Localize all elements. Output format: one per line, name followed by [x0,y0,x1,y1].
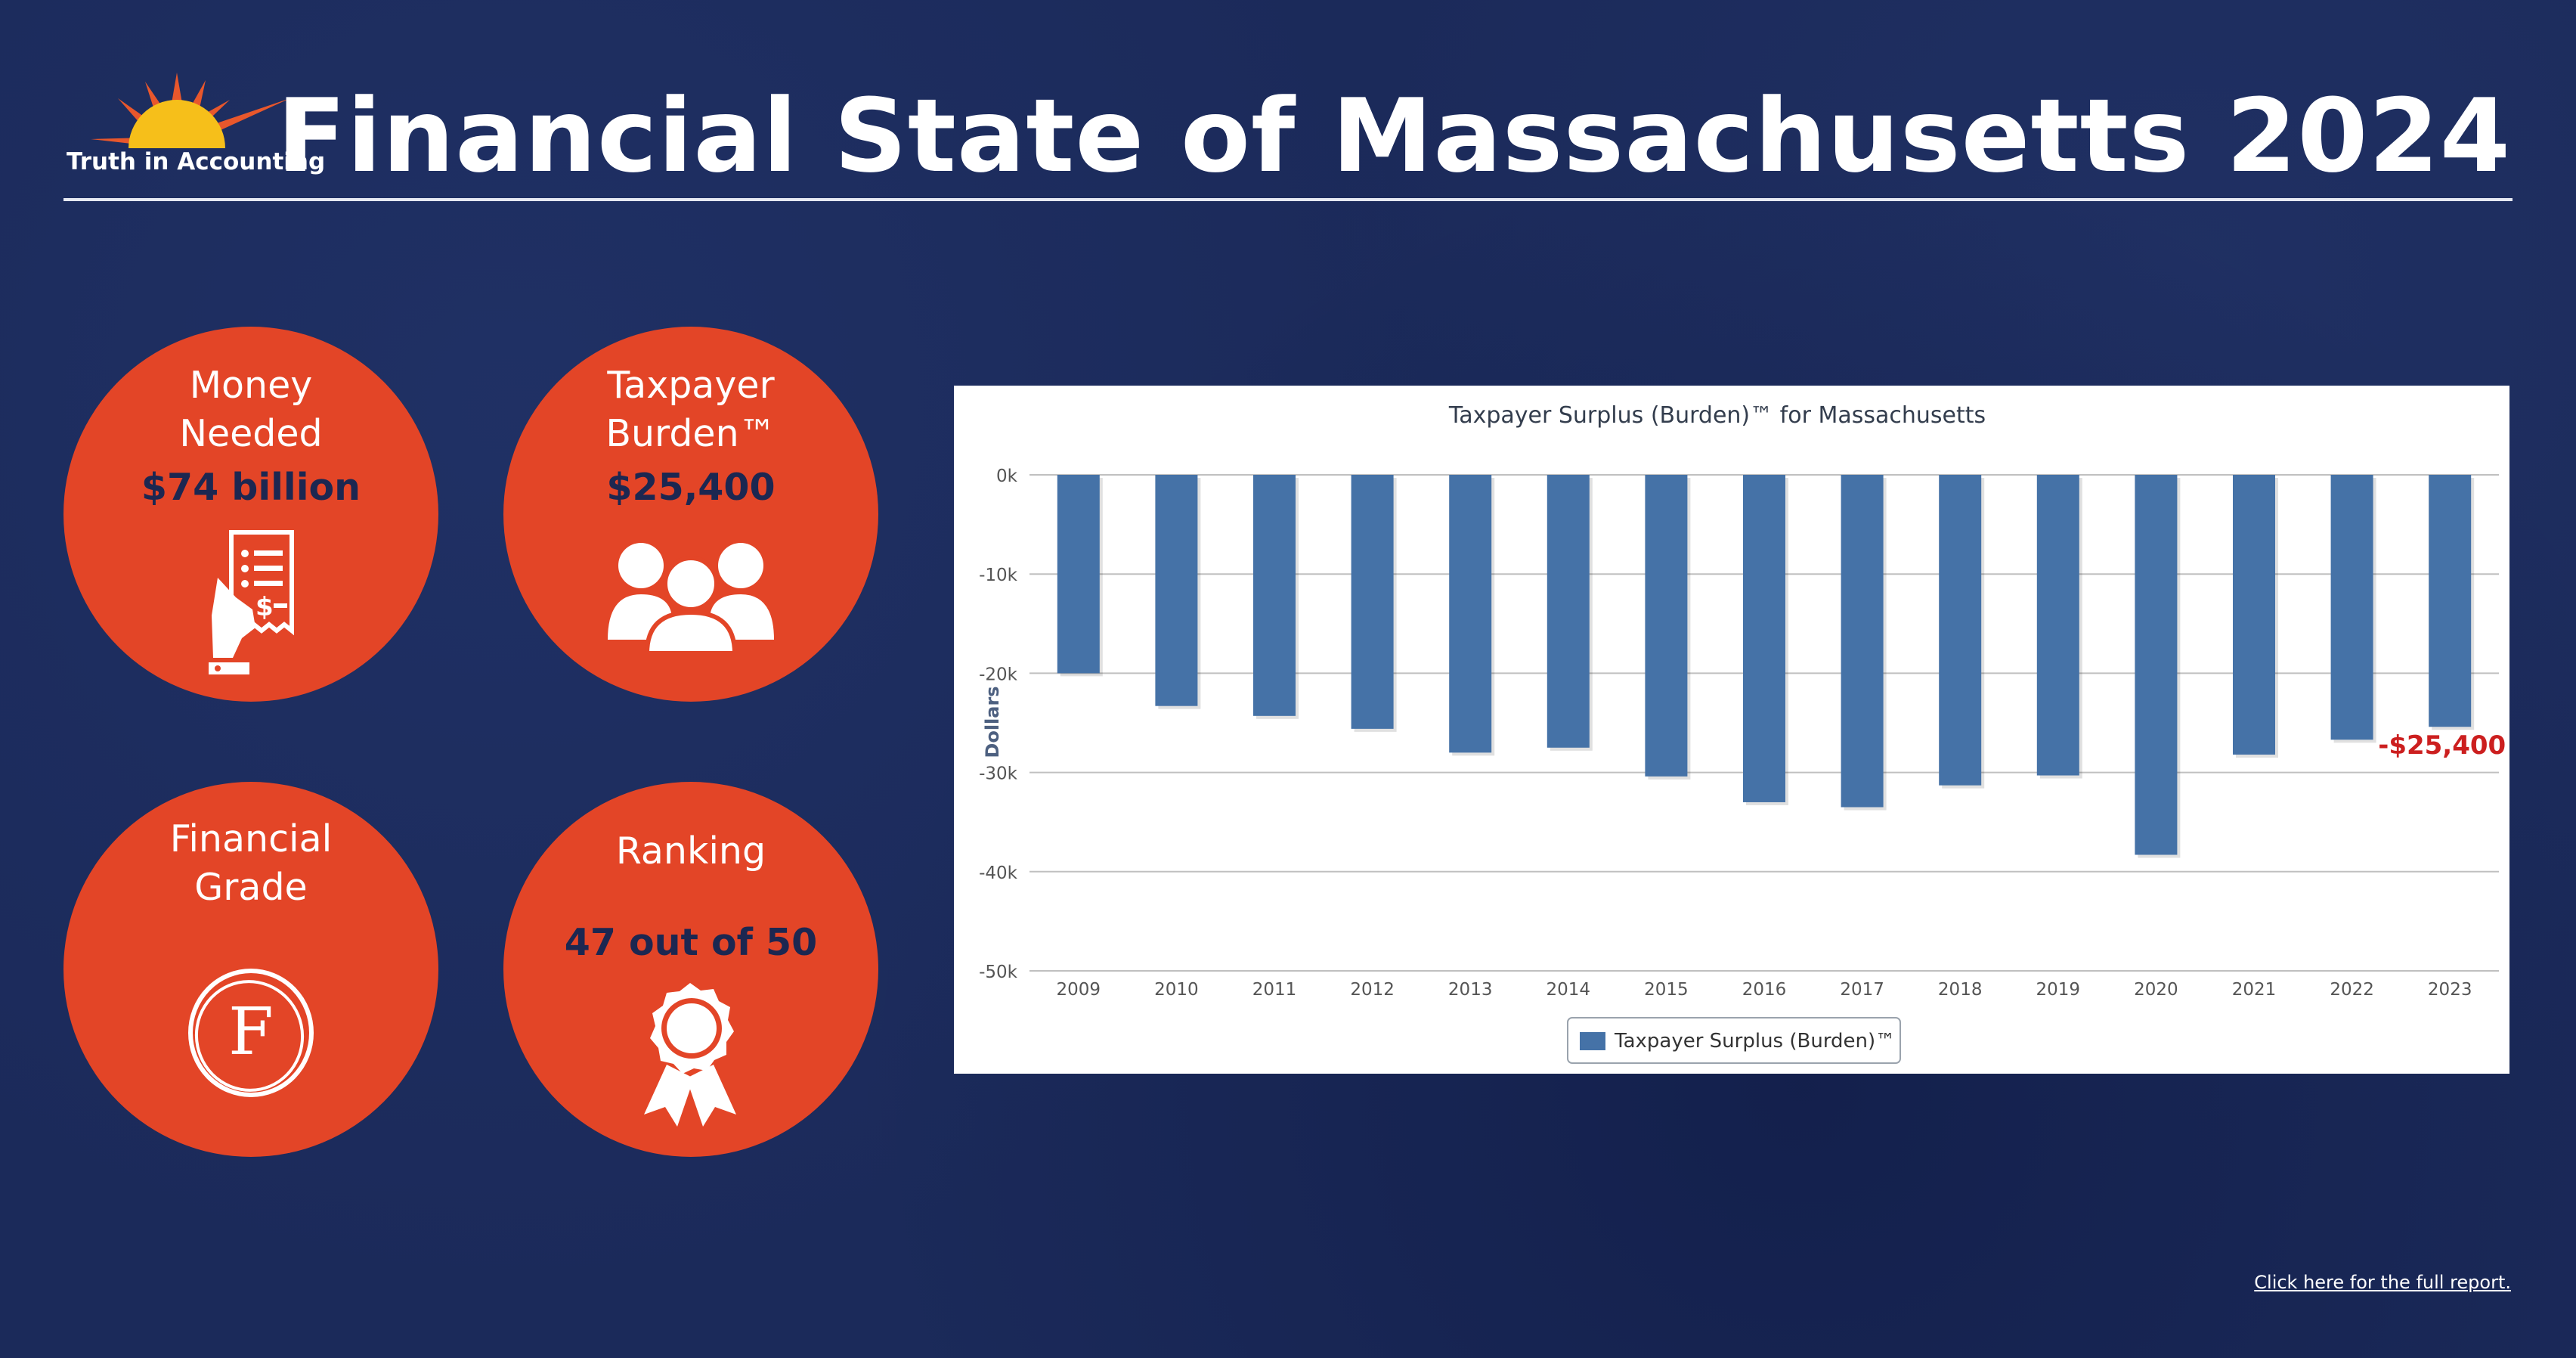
x-tick-label: 2009 [1057,980,1101,1000]
bar-2014[interactable] [1547,475,1590,748]
legend-label: Taxpayer Surplus (Burden)™ [1614,1030,1895,1053]
money-needed-label-1: Money [189,364,313,407]
logo-text: Truth in Accounting [67,148,326,175]
sun-logo-icon [91,73,290,148]
taxpayer-burden-label-1: Taxpayer [607,364,775,407]
x-tick-label: 2023 [2428,980,2472,1000]
ranking-value: 47 out of 50 [564,921,818,964]
x-tick-label: 2011 [1252,980,1297,1000]
x-tick-label: 2018 [1938,980,1983,1000]
bar-2019[interactable] [2036,475,2079,776]
receipt-hand-icon: $ [209,530,294,674]
financial-grade-circle: Financial Grade F [63,782,438,1157]
bar-2018[interactable] [1939,475,1982,786]
x-tick-label: 2021 [2232,980,2277,1000]
financial-grade-label-1: Financial [169,817,333,860]
award-ribbon-icon [644,983,736,1127]
bar-2021[interactable] [2233,475,2275,755]
grade-letter: F [228,994,274,1070]
y-tick-label: -50k [979,963,1018,982]
y-tick-label: -30k [979,764,1018,784]
bar-2009[interactable] [1057,475,1100,674]
taxpayer-burden-value: $25,400 [606,466,776,509]
page-title: Financial State of Massachusetts 2024 [277,77,2511,195]
taxpayer-burden-label-2: Burden™ [605,412,776,455]
bar-2013[interactable] [1449,475,1492,753]
bar-2023[interactable] [2429,475,2472,727]
x-tick-label: 2020 [2134,980,2178,1000]
x-tick-label: 2022 [2330,980,2374,1000]
chart-title: Taxpayer Surplus (Burden)™ for Massachus… [1448,402,1986,429]
bar-2022[interactable] [2330,475,2373,740]
y-tick-label: -20k [979,665,1018,684]
chart-panel: Taxpayer Surplus (Burden)™ for Massachus… [954,386,2509,1074]
bar-chart: Taxpayer Surplus (Burden)™ for Massachus… [979,402,2506,1064]
money-needed-value: $74 billion [141,466,361,509]
money-needed-circle: Money Needed $74 billion $ [63,327,438,702]
x-tick-label: 2013 [1448,980,1493,1000]
bar-2020[interactable] [2135,475,2178,855]
x-tick-label: 2015 [1644,980,1689,1000]
legend-box [1567,1017,1901,1064]
bar-2016[interactable] [1743,475,1785,802]
x-tick-label: 2014 [1547,980,1591,1000]
value-annotation: -$25,400 [2378,730,2506,761]
svg-text:$: $ [255,592,274,622]
logo: Truth in Accounting [63,64,325,177]
money-needed-label-2: Needed [179,412,323,455]
chart-legend[interactable]: Taxpayer Surplus (Burden)™ [1567,1017,1901,1064]
full-report-link[interactable]: Click here for the full report. [2254,1272,2511,1293]
title-divider [63,198,2513,201]
financial-grade-label-2: Grade [194,866,308,909]
bar-2015[interactable] [1645,475,1688,777]
x-tick-label: 2019 [2036,980,2081,1000]
circled-letter-icon: F [188,969,314,1097]
x-tick-label: 2016 [1742,980,1787,1000]
ranking-label: Ranking [615,829,766,873]
bar-2012[interactable] [1351,475,1394,729]
bar-2017[interactable] [1841,475,1884,808]
bar-2010[interactable] [1155,475,1198,706]
ranking-circle: Ranking 47 out of 50 [503,782,878,1157]
y-tick-label: 0k [996,467,1018,486]
people-icon [608,543,774,653]
x-tick-label: 2012 [1350,980,1395,1000]
legend-swatch [1580,1032,1605,1050]
y-axis-label: Dollars [982,686,1003,758]
bar-2011[interactable] [1253,475,1296,716]
y-tick-label: -10k [979,566,1018,585]
y-tick-label: -40k [979,863,1018,883]
taxpayer-burden-circle: Taxpayer Burden™ $25,400 [503,327,878,702]
x-tick-label: 2017 [1840,980,1884,1000]
x-tick-label: 2010 [1154,980,1199,1000]
